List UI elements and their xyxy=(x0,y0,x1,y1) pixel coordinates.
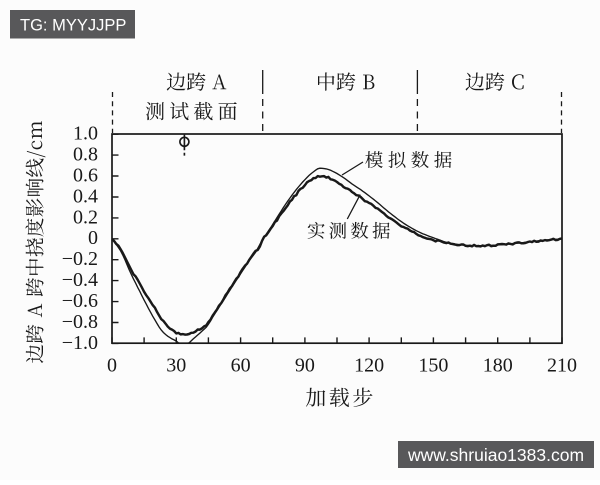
svg-text:0.8: 0.8 xyxy=(73,144,98,166)
svg-text:30: 30 xyxy=(166,355,186,377)
svg-text:1.0: 1.0 xyxy=(73,123,98,145)
svg-text:180: 180 xyxy=(483,355,513,377)
svg-text:60: 60 xyxy=(231,355,251,377)
svg-text:−0.8: −0.8 xyxy=(62,311,98,333)
svg-text:−0.2: −0.2 xyxy=(62,248,98,270)
svg-text:90: 90 xyxy=(295,355,315,377)
svg-text:0.2: 0.2 xyxy=(73,206,98,228)
svg-text:−0.4: −0.4 xyxy=(62,269,98,291)
svg-text:0: 0 xyxy=(88,227,98,249)
svg-text:−0.6: −0.6 xyxy=(62,290,98,312)
svg-text:0.4: 0.4 xyxy=(73,185,98,207)
svg-text:150: 150 xyxy=(418,355,448,377)
svg-text:210: 210 xyxy=(547,355,577,377)
svg-text:0: 0 xyxy=(107,355,117,377)
svg-text:−1.0: −1.0 xyxy=(62,332,98,354)
svg-text:0.6: 0.6 xyxy=(73,164,98,186)
svg-text:TG: MYYJJPP: TG: MYYJJPP xyxy=(20,17,126,35)
svg-text:120: 120 xyxy=(354,355,384,377)
svg-text:www.shruiao1383.com: www.shruiao1383.com xyxy=(407,445,584,465)
